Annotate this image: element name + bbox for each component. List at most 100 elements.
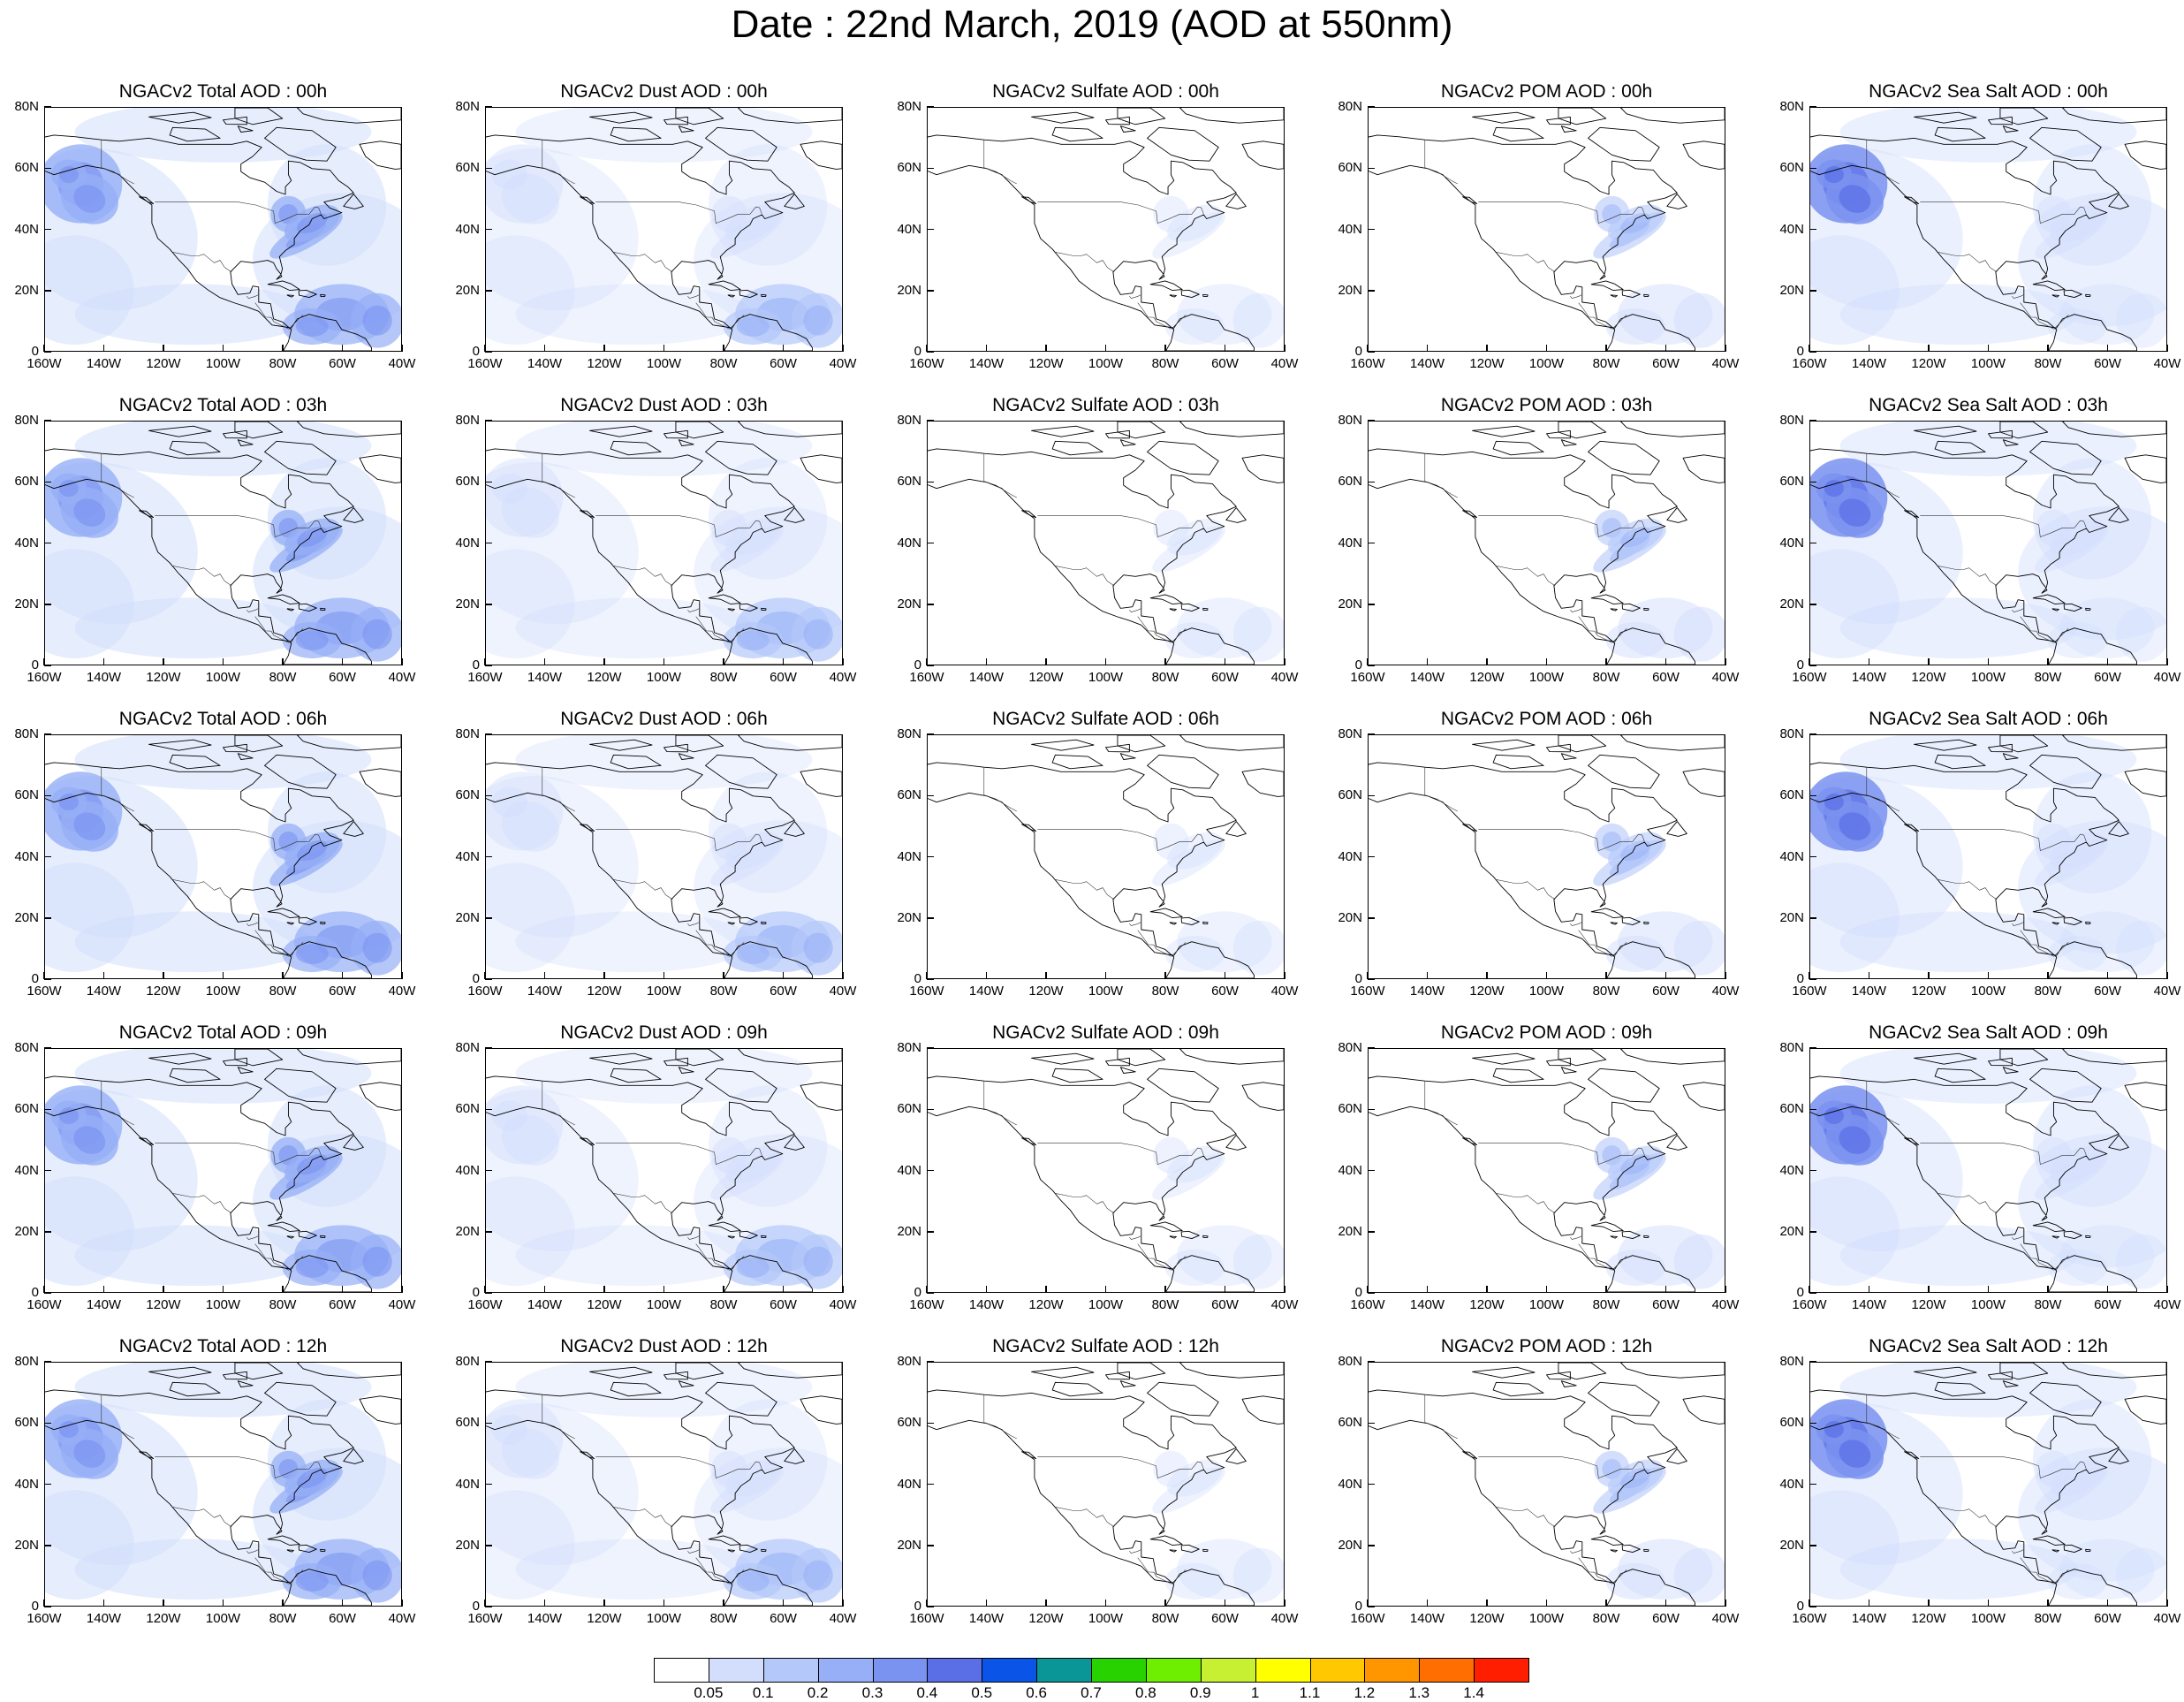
y-tick xyxy=(927,794,934,796)
x-tick-label: 160W xyxy=(1792,670,1827,685)
island-outline xyxy=(1180,289,1200,298)
x-tick xyxy=(2047,1599,2049,1607)
aod-shading xyxy=(45,422,401,662)
island-outline xyxy=(1462,510,1478,519)
coastlines xyxy=(1810,735,2166,978)
border-line xyxy=(687,608,700,612)
x-tick xyxy=(484,1286,486,1293)
map-svg xyxy=(45,108,401,351)
y-tick xyxy=(1809,1047,1816,1049)
border-line xyxy=(155,1456,322,1478)
x-tick xyxy=(2047,345,2049,352)
aod-blob-base_ocean xyxy=(486,549,575,659)
island-outline xyxy=(286,608,294,612)
x-tick-label: 140W xyxy=(1851,670,1887,685)
island-outline xyxy=(1105,743,1130,753)
coastlines xyxy=(1369,1049,1725,1292)
y-tick-label: 80N xyxy=(455,99,480,114)
aod-blob-atlantic_plume xyxy=(1152,1153,1225,1200)
coastlines xyxy=(45,422,401,665)
island-outline xyxy=(1225,194,1247,209)
y-tick-label: 60N xyxy=(897,787,921,803)
x-tick-label: 140W xyxy=(1851,356,1887,371)
x-tick-label: 60W xyxy=(1652,1611,1680,1626)
island-outline xyxy=(1472,425,1536,437)
x-tick xyxy=(723,1599,724,1607)
aod-blob-base_ocean xyxy=(486,235,575,346)
island-outline xyxy=(1914,1366,1977,1379)
island-outline xyxy=(1472,1366,1536,1379)
x-tick-label: 80W xyxy=(269,984,297,999)
aod-core-caribbean xyxy=(736,316,770,337)
y-tick-label: 40N xyxy=(1338,1476,1362,1492)
x-tick-label: 60W xyxy=(329,356,356,371)
x-tick xyxy=(1665,658,1667,665)
coastlines xyxy=(45,1363,401,1606)
y-tick xyxy=(1809,1545,1816,1546)
x-tick-label: 60W xyxy=(329,1297,356,1312)
border-line xyxy=(1866,453,1900,498)
island-outline xyxy=(1904,1137,1920,1146)
map-area xyxy=(485,1362,843,1607)
island-outline xyxy=(298,289,317,298)
island-outline xyxy=(1119,439,1136,446)
aod-blob-base_ocean xyxy=(74,1225,313,1287)
island-outline xyxy=(1620,735,1725,751)
border-line xyxy=(687,1549,700,1554)
x-tick-label: 140W xyxy=(86,670,122,685)
border-line xyxy=(1866,1081,1900,1126)
island-outline xyxy=(2029,754,2102,789)
aod-blob-pacific_vortex xyxy=(501,487,559,538)
x-tick xyxy=(1486,1286,1488,1293)
x-tick xyxy=(2166,1286,2168,1293)
x-tick-label: 160W xyxy=(27,1297,62,1312)
aod-blob-caribbean xyxy=(2115,1234,2166,1289)
aod-blob-pacific_vortex xyxy=(501,1114,559,1166)
map-panel-dust-03h: NGACv2 Dust AOD : 03h 80N 60N 40N 20N 0 160W 14… xyxy=(455,395,856,685)
x-tick xyxy=(985,972,988,979)
aod-blob-caribbean xyxy=(2059,284,2155,346)
continent-outline xyxy=(1810,1389,2137,1606)
island-outline xyxy=(1105,1057,1130,1067)
island-outline xyxy=(1241,768,1284,797)
x-tick xyxy=(282,972,284,979)
x-tick-label: 60W xyxy=(2094,1611,2121,1626)
map-svg xyxy=(928,735,1284,978)
border-line xyxy=(1578,616,1627,643)
y-tick xyxy=(1368,604,1375,605)
aod-blob-atlantic_plume xyxy=(1152,526,1225,573)
island-outline xyxy=(359,1082,401,1111)
island-outline xyxy=(2032,908,2066,919)
border-line xyxy=(695,930,745,957)
island-outline xyxy=(1119,1067,1136,1074)
x-tick xyxy=(842,1599,844,1607)
y-tick-label: 80N xyxy=(14,726,39,741)
y-tick-label: 40N xyxy=(14,1162,39,1178)
x-tick-label: 160W xyxy=(1350,984,1385,999)
y-tick xyxy=(1809,917,1816,919)
map-panel-dust-00h: NGACv2 Dust AOD : 00h 80N 60N 40N 20N 0 160W 14… xyxy=(455,81,856,371)
island-outline xyxy=(1105,116,1130,125)
map-svg xyxy=(1810,735,2166,978)
y-tick-label: 80N xyxy=(14,1354,39,1369)
island-outline xyxy=(761,1548,767,1552)
island-outline xyxy=(276,274,283,280)
y-tick xyxy=(485,1231,492,1233)
border-line xyxy=(983,453,1017,498)
x-tick-label: 100W xyxy=(1088,356,1124,371)
island-outline xyxy=(276,901,283,908)
island-outline xyxy=(580,1137,595,1146)
island-outline xyxy=(148,1366,212,1379)
colorbar-label: 1.2 xyxy=(1354,1684,1376,1701)
island-outline xyxy=(1462,824,1478,832)
aod-core-caribbean xyxy=(362,1560,392,1591)
island-outline xyxy=(727,294,735,298)
island-outline xyxy=(708,1535,741,1546)
x-tick xyxy=(543,658,546,665)
x-tick-label: 160W xyxy=(1350,356,1385,371)
y-tick xyxy=(1809,1169,1816,1172)
x-tick-label: 160W xyxy=(1350,1297,1385,1312)
y-tick-label: 80N xyxy=(455,726,480,741)
panel-title: NGACv2 Sea Salt AOD : 00h xyxy=(1869,81,2108,102)
x-tick-label: 80W xyxy=(709,984,738,999)
